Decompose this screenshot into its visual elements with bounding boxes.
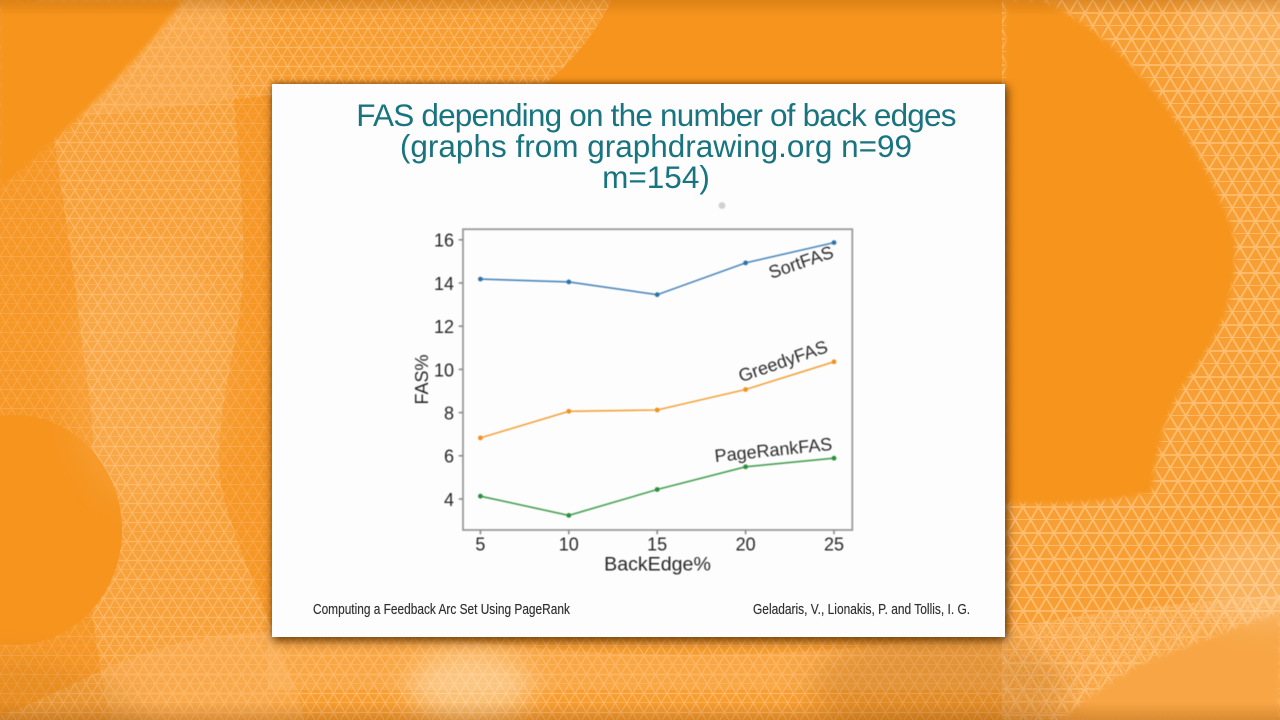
svg-text:14: 14 bbox=[434, 274, 454, 294]
svg-text:25: 25 bbox=[824, 534, 844, 554]
svg-text:6: 6 bbox=[444, 447, 454, 467]
svg-text:GreedyFAS: GreedyFAS bbox=[736, 337, 830, 387]
svg-text:10: 10 bbox=[434, 360, 454, 380]
svg-text:12: 12 bbox=[434, 317, 454, 337]
svg-text:15: 15 bbox=[647, 534, 667, 554]
svg-text:4: 4 bbox=[444, 490, 454, 510]
svg-text:16: 16 bbox=[434, 231, 454, 251]
svg-text:10: 10 bbox=[559, 534, 579, 554]
svg-text:SortFAS: SortFAS bbox=[766, 242, 836, 283]
svg-text:5: 5 bbox=[475, 534, 485, 554]
svg-text:PageRankFAS: PageRankFAS bbox=[714, 434, 834, 466]
svg-text:FAS%: FAS% bbox=[412, 354, 432, 404]
svg-text:8: 8 bbox=[444, 404, 454, 424]
svg-text:20: 20 bbox=[736, 534, 756, 554]
svg-text:BackEdge%: BackEdge% bbox=[604, 554, 711, 576]
